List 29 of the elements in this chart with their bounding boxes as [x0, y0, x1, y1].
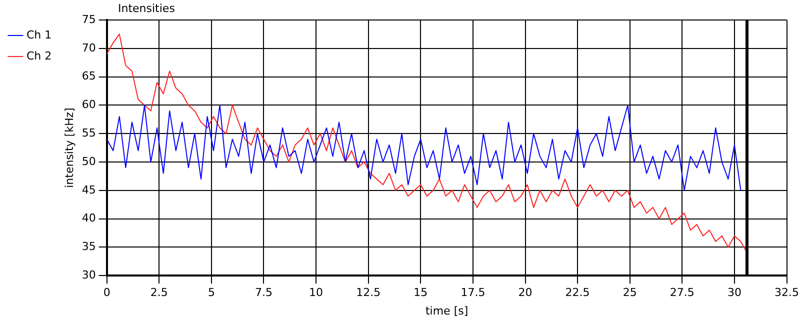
- x-tick-label: 12.5: [356, 286, 381, 300]
- y-tick-label: 50: [82, 154, 96, 168]
- x-tick-label: 2.5: [150, 286, 168, 300]
- y-tick-label: 45: [82, 183, 96, 196]
- legend-label: Ch 2: [26, 49, 52, 62]
- y-tick-label: 70: [82, 41, 96, 54]
- y-tick-label: 60: [82, 98, 96, 112]
- x-tick-label: 17.5: [460, 286, 486, 300]
- x-tick-label: 27.5: [670, 286, 694, 300]
- x-tick-label: 25: [622, 286, 637, 300]
- x-tick-label: 20: [518, 286, 532, 300]
- x-tick-label: 30: [727, 286, 742, 300]
- x-tick-label: 5: [208, 286, 215, 300]
- x-tick-label: 10: [309, 286, 324, 300]
- x-tick-label: 32.5: [774, 286, 800, 300]
- x-tick-label: 0: [103, 286, 110, 300]
- x-tick-label: 7.5: [254, 286, 272, 300]
- y-tick-label: 40: [82, 212, 96, 225]
- y-tick-label: 65: [82, 70, 96, 83]
- x-axis-title: time [s]: [425, 304, 468, 318]
- x-tick-label: 22.5: [565, 286, 590, 300]
- y-tick-label: 35: [82, 240, 96, 254]
- chart-title: Intensities: [118, 2, 175, 15]
- y-tick-label: 30: [82, 268, 96, 282]
- y-tick-label: 55: [82, 126, 96, 140]
- y-axis-title: intensity [kHz]: [63, 108, 76, 188]
- legend-label: Ch 1: [26, 28, 52, 42]
- x-tick-label: 15: [414, 286, 428, 300]
- y-tick-label: 75: [82, 12, 96, 26]
